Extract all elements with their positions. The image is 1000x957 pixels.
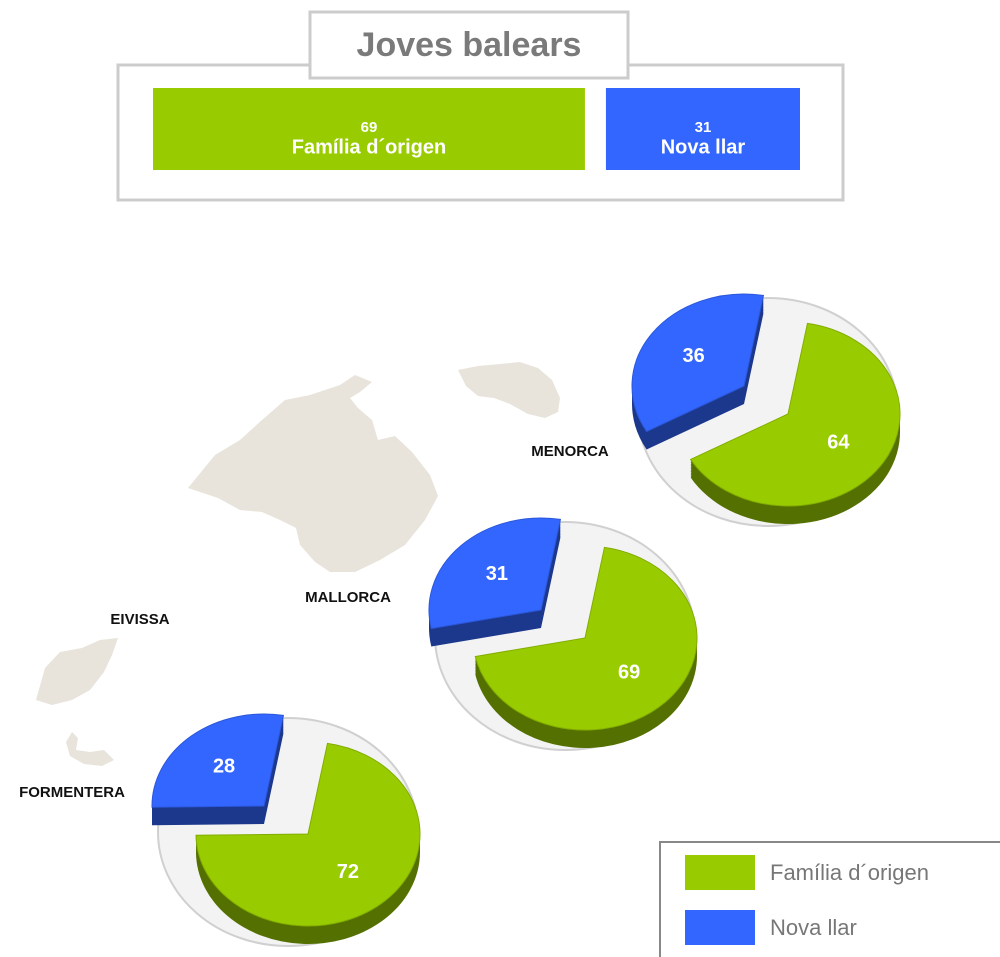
map-label: MALLORCA: [305, 589, 391, 606]
pie-slice: [195, 742, 421, 945]
mallorca-island: [188, 375, 438, 572]
map-label: FORMENTERA: [19, 784, 125, 801]
map-label: EIVISSA: [110, 611, 169, 628]
pie-slice: [151, 713, 285, 826]
map: [36, 362, 560, 766]
pie-slice-top: [631, 293, 765, 433]
pie-slice: [474, 546, 698, 748]
eivissa-island: [36, 638, 118, 705]
legend-frame: [659, 841, 1000, 957]
pie-slice-top: [428, 517, 562, 630]
bar-segment: [605, 88, 800, 170]
bar-value-label: 69: [361, 119, 378, 136]
pie-slice-top: [474, 546, 698, 731]
map-label: MENORCA: [531, 443, 609, 460]
pie-slice: [631, 293, 765, 450]
title-tab: [308, 10, 630, 80]
menorca-island: [458, 362, 560, 418]
bar-name-label: Nova llar: [661, 136, 746, 158]
pie-value-label: 72: [337, 861, 359, 883]
pie-value-label: 69: [618, 662, 640, 684]
bar-value-label: 31: [695, 119, 712, 136]
pie-value-label: 64: [827, 431, 850, 453]
pie-value-label: 28: [213, 756, 235, 778]
legend-swatch: [685, 855, 755, 890]
pie-slice: [428, 517, 562, 647]
bar-name-label: Família d´origen: [292, 136, 446, 158]
pie-slice: [689, 322, 901, 524]
legend-swatch: [685, 910, 755, 945]
legend-text: Nova llar: [770, 915, 857, 940]
title: Joves balears: [357, 26, 582, 64]
pie-slice-top: [151, 713, 285, 808]
pie-slice-top: [689, 322, 901, 507]
pie-value-label: 31: [486, 563, 508, 585]
pie-slice-top: [195, 742, 421, 927]
bar-segment: [153, 88, 585, 170]
pie-value-label: 36: [683, 345, 705, 367]
legend-text: Família d´origen: [770, 860, 929, 885]
formentera-island: [66, 732, 114, 766]
